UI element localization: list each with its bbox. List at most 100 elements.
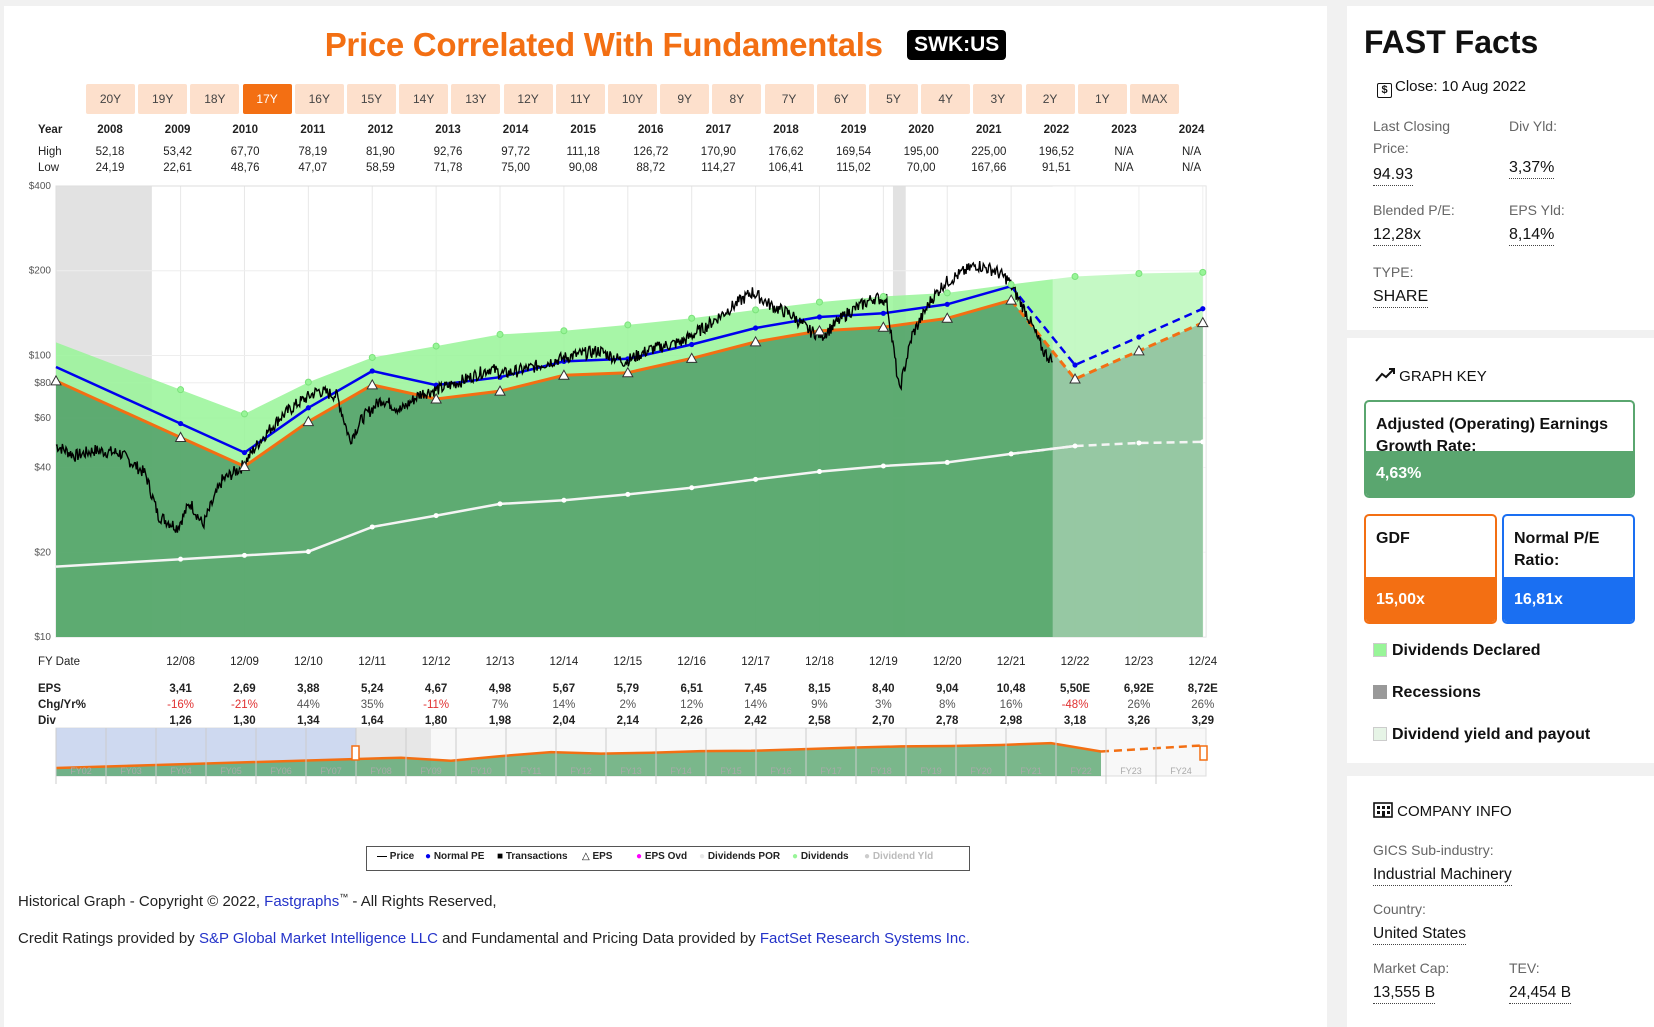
navigator-label: FY09 <box>420 766 442 776</box>
high-cell: 126,72 <box>633 146 669 158</box>
eps-marker <box>302 415 315 427</box>
div-cell: 1,26 <box>169 715 192 727</box>
year-cell: 2008 <box>97 124 123 136</box>
range-tab-15y[interactable]: 15Y <box>347 84 396 114</box>
range-tab-2y[interactable]: 2Y <box>1025 84 1075 114</box>
range-tab-7y[interactable]: 7Y <box>764 84 814 114</box>
range-tab-18y[interactable]: 18Y <box>190 84 240 114</box>
company-info-panel: COMPANY INFO GICS Sub-industry: Industri… <box>1347 776 1654 1027</box>
year-cell: 2017 <box>705 124 732 136</box>
legend-item-transactions[interactable]: ■ Transactions <box>497 851 568 862</box>
sp-global-link[interactable]: S&P Global Market Intelligence LLC <box>198 930 438 947</box>
legend-item-dividend-yld[interactable]: ● Dividend Yld <box>864 851 933 862</box>
chg-cell: 9% <box>811 699 828 711</box>
range-tab-20y[interactable]: 20Y <box>86 84 135 114</box>
eps-marker <box>238 460 251 471</box>
legend-item-normal-pe[interactable]: ● Normal PE <box>425 851 484 862</box>
payout-point <box>753 476 759 482</box>
year-cell: 2016 <box>638 124 664 136</box>
range-tab-6y[interactable]: 6Y <box>816 84 866 114</box>
eps-yld-value[interactable]: 8,14% <box>1509 226 1555 246</box>
eps-dividend-table: FY Date EPS Chg/Yr% Div 12/08 3,41 -16% 1,26 12/… <box>4 656 1327 766</box>
navigator-handle-left[interactable] <box>351 745 360 761</box>
legend-item-price[interactable]: — Price <box>377 851 414 862</box>
range-tab-19y[interactable]: 19Y <box>138 84 188 114</box>
legend-item-dividends-por[interactable]: ● Dividends POR <box>699 851 780 862</box>
range-tab-1y[interactable]: 1Y <box>1077 84 1127 114</box>
low-cell: N/A <box>1114 162 1134 174</box>
dividend-yield-swatch <box>1373 727 1387 741</box>
dividend-yield-key[interactable]: Dividend yield and payout <box>1373 726 1590 744</box>
div-yld-value[interactable]: 3,37% <box>1509 159 1555 179</box>
range-tab-17y[interactable]: 17Y <box>242 84 292 114</box>
tev-label: TEV: <box>1509 960 1540 976</box>
eps-cell: 2,69 <box>233 683 256 695</box>
range-tab-9y[interactable]: 9Y <box>660 84 710 114</box>
eps-cell: 3,88 <box>297 683 320 695</box>
range-tab-11y[interactable]: 11Y <box>555 84 605 114</box>
blended-pe-value[interactable]: 12,28x <box>1373 226 1422 246</box>
dividends-declared-key[interactable]: Dividends Declared <box>1373 642 1541 660</box>
high-cell: 67,70 <box>230 146 260 158</box>
gdf-box[interactable]: GDF 15,00x <box>1364 514 1497 624</box>
range-tab-13y[interactable]: 13Y <box>451 84 501 114</box>
type-value[interactable]: SHARE <box>1373 288 1429 308</box>
chg-cell: 35% <box>360 699 384 711</box>
range-tab-max[interactable]: MAX <box>1130 84 1179 114</box>
y-tick-label: $400 <box>29 181 52 192</box>
payout-point <box>305 549 311 555</box>
normal-pe-point <box>944 301 950 307</box>
navigator-label: FY17 <box>820 766 842 776</box>
eps-cell: 5,67 <box>552 683 576 695</box>
payout-point <box>880 463 886 469</box>
legend-item-eps[interactable]: △ EPS <box>582 851 612 862</box>
payout-point <box>178 556 184 562</box>
market-cap-value[interactable]: 13,555 B <box>1373 984 1436 1004</box>
eps-marker <box>685 352 698 363</box>
legend-item-eps-ovd[interactable]: ● EPS Ovd <box>636 851 687 862</box>
dividend-point <box>943 289 951 297</box>
last-closing-value[interactable]: 94.93 <box>1373 166 1414 186</box>
payout-point <box>369 524 375 530</box>
recessions-key[interactable]: Recessions <box>1373 684 1481 702</box>
range-tab-12y[interactable]: 12Y <box>503 84 553 114</box>
legend-item-dividends[interactable]: ● Dividends <box>792 851 849 862</box>
price-chart: $400 $200 $100 $80 $60 $40 $20 $10 FY02 FY03 FY04 F… <box>29 181 1209 784</box>
high-row-label: High <box>38 146 62 158</box>
low-cell: N/A <box>1182 162 1202 174</box>
sub-industry-value[interactable]: Industrial Machinery <box>1373 866 1512 886</box>
year-row-label: Year <box>38 124 63 136</box>
year-cell: 2010 <box>232 124 258 136</box>
range-tab-14y[interactable]: 14Y <box>399 84 449 114</box>
range-tab-16y[interactable]: 16Y <box>294 84 344 114</box>
navigator-label: FY21 <box>1020 766 1042 776</box>
range-tab-3y[interactable]: 3Y <box>973 84 1023 114</box>
low-cell: 114,27 <box>701 162 736 174</box>
chg-row-label: Chg/Yr% <box>38 699 86 711</box>
fy-date-cell: 12/19 <box>868 656 898 668</box>
payout-point <box>625 491 631 497</box>
navigator-label: FY18 <box>870 766 892 776</box>
chg-cell: 12% <box>680 699 704 711</box>
country-value[interactable]: United States <box>1373 925 1467 945</box>
range-tab-8y[interactable]: 8Y <box>712 84 762 114</box>
fastgraphs-link[interactable]: Fastgraphs <box>264 893 340 910</box>
tev-value[interactable]: 24,454 B <box>1509 984 1572 1004</box>
navigator-eps-estimate-line <box>1100 744 1202 753</box>
dividend-point <box>368 353 376 361</box>
eps-cell: 3,41 <box>169 683 192 695</box>
legend-marker-dividend-yld: ● <box>864 851 873 862</box>
legend-label-dividends-por: Dividends POR <box>707 851 781 862</box>
navigator-label: FY03 <box>120 766 142 776</box>
year-cell: 2019 <box>840 124 867 136</box>
range-tab-4y[interactable]: 4Y <box>921 84 971 114</box>
factset-link[interactable]: FactSet Research Systems Inc. <box>759 930 970 947</box>
company-info-title: COMPANY INFO <box>1397 803 1512 820</box>
navigator-handle-right[interactable] <box>1199 745 1208 761</box>
navigator-label: FY10 <box>470 766 492 776</box>
eps-cell: 10,48 <box>996 683 1026 695</box>
normal-pe-box[interactable]: Normal P/E Ratio: 16,81x <box>1502 514 1635 624</box>
range-tab-10y[interactable]: 10Y <box>608 84 657 114</box>
eps-marker <box>749 335 762 347</box>
range-tab-5y[interactable]: 5Y <box>869 84 918 114</box>
